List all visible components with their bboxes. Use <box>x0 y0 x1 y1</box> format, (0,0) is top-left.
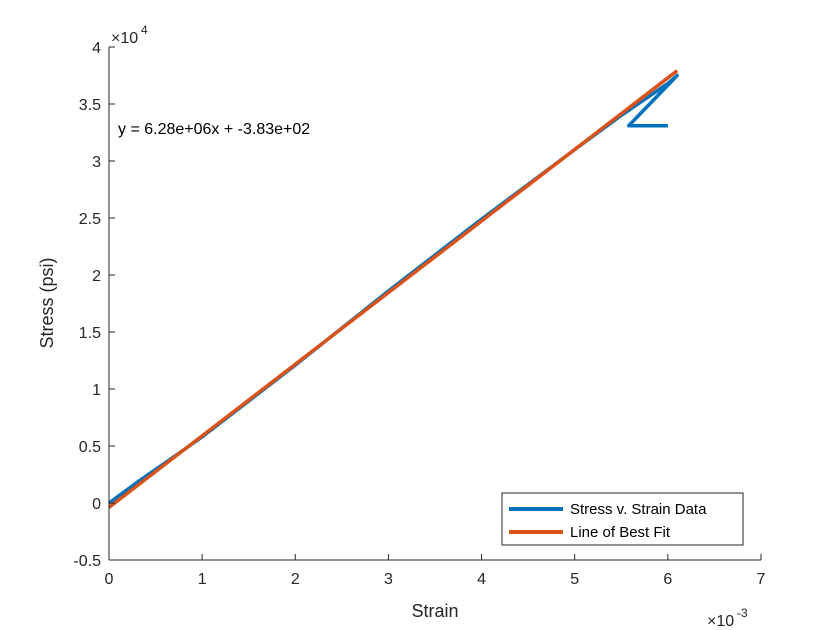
legend-label-stress-data: Stress v. Strain Data <box>570 501 707 518</box>
y-tick-label: -0.5 <box>73 553 101 570</box>
x-tick-label: 1 <box>198 571 207 588</box>
y-tick-label: 3 <box>92 154 101 171</box>
x-tick-label: 2 <box>291 571 300 588</box>
annotation-equation: y = 6.28e+06x + -3.83e+02 <box>118 121 310 138</box>
x-tick-label: 3 <box>384 571 393 588</box>
y-tick-label: 2.5 <box>79 211 101 228</box>
x-tick-label: 4 <box>477 571 486 588</box>
legend-label-best-fit: Line of Best Fit <box>570 524 671 541</box>
x-tick-label: 5 <box>570 571 579 588</box>
y-tick-label: 3.5 <box>79 97 101 114</box>
legend-box <box>501 492 744 546</box>
series-line-1 <box>107 69 679 509</box>
plot-area <box>109 47 761 560</box>
y-tick-label: 4 <box>92 40 101 57</box>
x-tick-label: 0 <box>105 571 114 588</box>
legend: Stress v. Strain Data Line of Best Fit <box>501 492 744 546</box>
ticks-layer: 0 1 2 3 4 5 6 7-0.500.511.522.533.54 <box>73 40 765 588</box>
axes-layer <box>108 47 761 561</box>
y-tick-label: 0.5 <box>79 439 101 456</box>
x-tick-label: 6 <box>663 571 672 588</box>
y-tick-label: 0 <box>92 496 101 513</box>
x-exponent-base: ×10 <box>707 613 734 630</box>
x-exponent-power: -3 <box>737 606 748 620</box>
x-exponent: ×10 -3 <box>707 606 748 630</box>
y-axis-label: Stress (psi) <box>37 257 57 348</box>
x-axis-label: Strain <box>411 601 458 621</box>
y-tick-label: 2 <box>92 268 101 285</box>
y-tick-label: 1.5 <box>79 325 101 342</box>
y-exponent-power: 4 <box>141 23 148 37</box>
y-exponent: ×10 4 <box>111 23 148 47</box>
x-tick-label: 7 <box>757 571 766 588</box>
y-exponent-base: ×10 <box>111 30 138 47</box>
series-layer <box>107 69 679 509</box>
y-tick-label: 1 <box>92 382 101 399</box>
